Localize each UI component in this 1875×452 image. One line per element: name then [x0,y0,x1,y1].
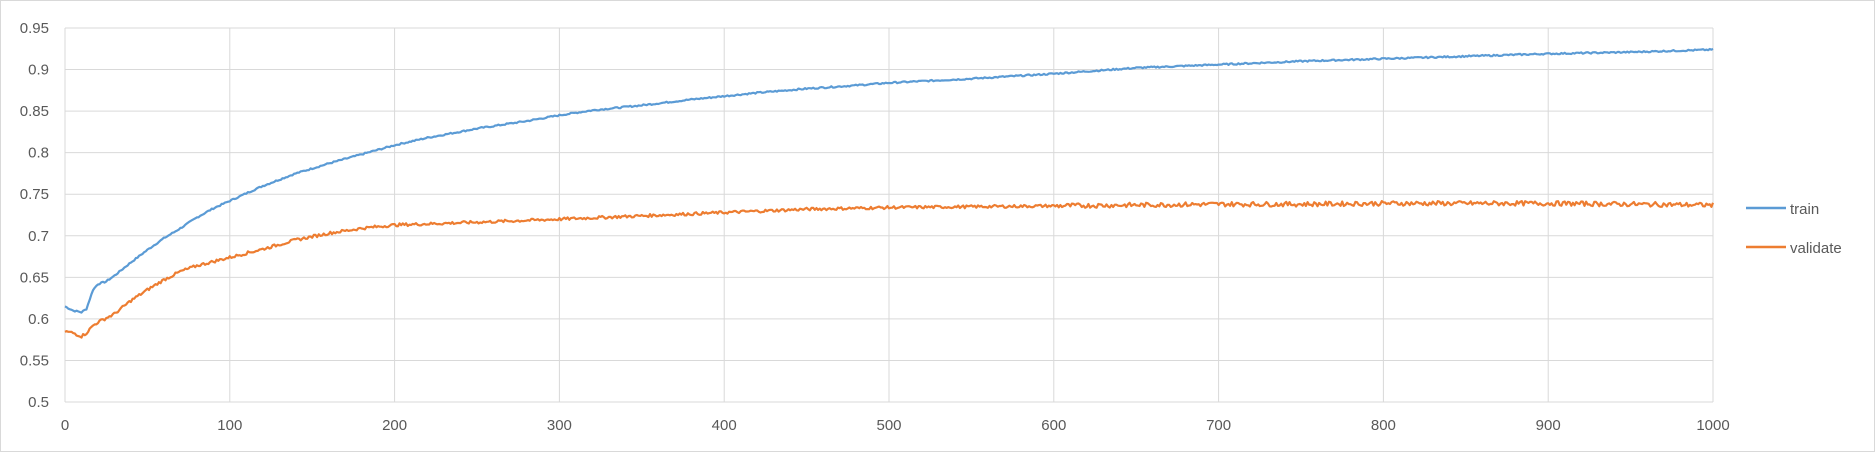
x-tick-label: 1000 [1696,417,1729,434]
y-tick-label: 0.9 [28,62,49,79]
y-tick-label: 0.7 [28,228,49,245]
x-tick-labels: 0 100 200 300 400 500 600 700 800 900 1000 [61,417,1730,434]
y-tick-label: 0.55 [20,352,49,369]
y-tick-label: 0.75 [20,186,49,203]
x-tick-label: 800 [1371,417,1396,434]
y-tick-label: 0.5 [28,394,49,411]
x-tick-label: 0 [61,417,69,434]
series-line-validate [64,200,1715,339]
x-tick-label: 700 [1206,417,1231,434]
y-tick-label: 0.85 [20,103,49,120]
y-tick-label: 0.8 [28,145,49,162]
x-tick-label: 200 [382,417,407,434]
x-tick-label: 300 [547,417,572,434]
series-line-train [64,47,1714,314]
grid-lines [64,27,1714,403]
legend: train validate [1746,201,1842,257]
y-tick-label: 0.95 [20,20,49,37]
x-tick-label: 500 [876,417,901,434]
y-tick-label: 0.6 [28,311,49,328]
legend-label: train [1790,201,1819,218]
legend-label: validate [1790,240,1842,257]
x-tick-label: 400 [712,417,737,434]
series-lines [64,47,1715,339]
y-tick-label: 0.65 [20,269,49,286]
y-tick-labels: 0.5 0.55 0.6 0.65 0.7 0.75 0.8 0.85 0.9 0.95 [20,20,49,411]
x-tick-label: 100 [217,417,242,434]
x-tick-label: 600 [1041,417,1066,434]
x-tick-label: 900 [1536,417,1561,434]
